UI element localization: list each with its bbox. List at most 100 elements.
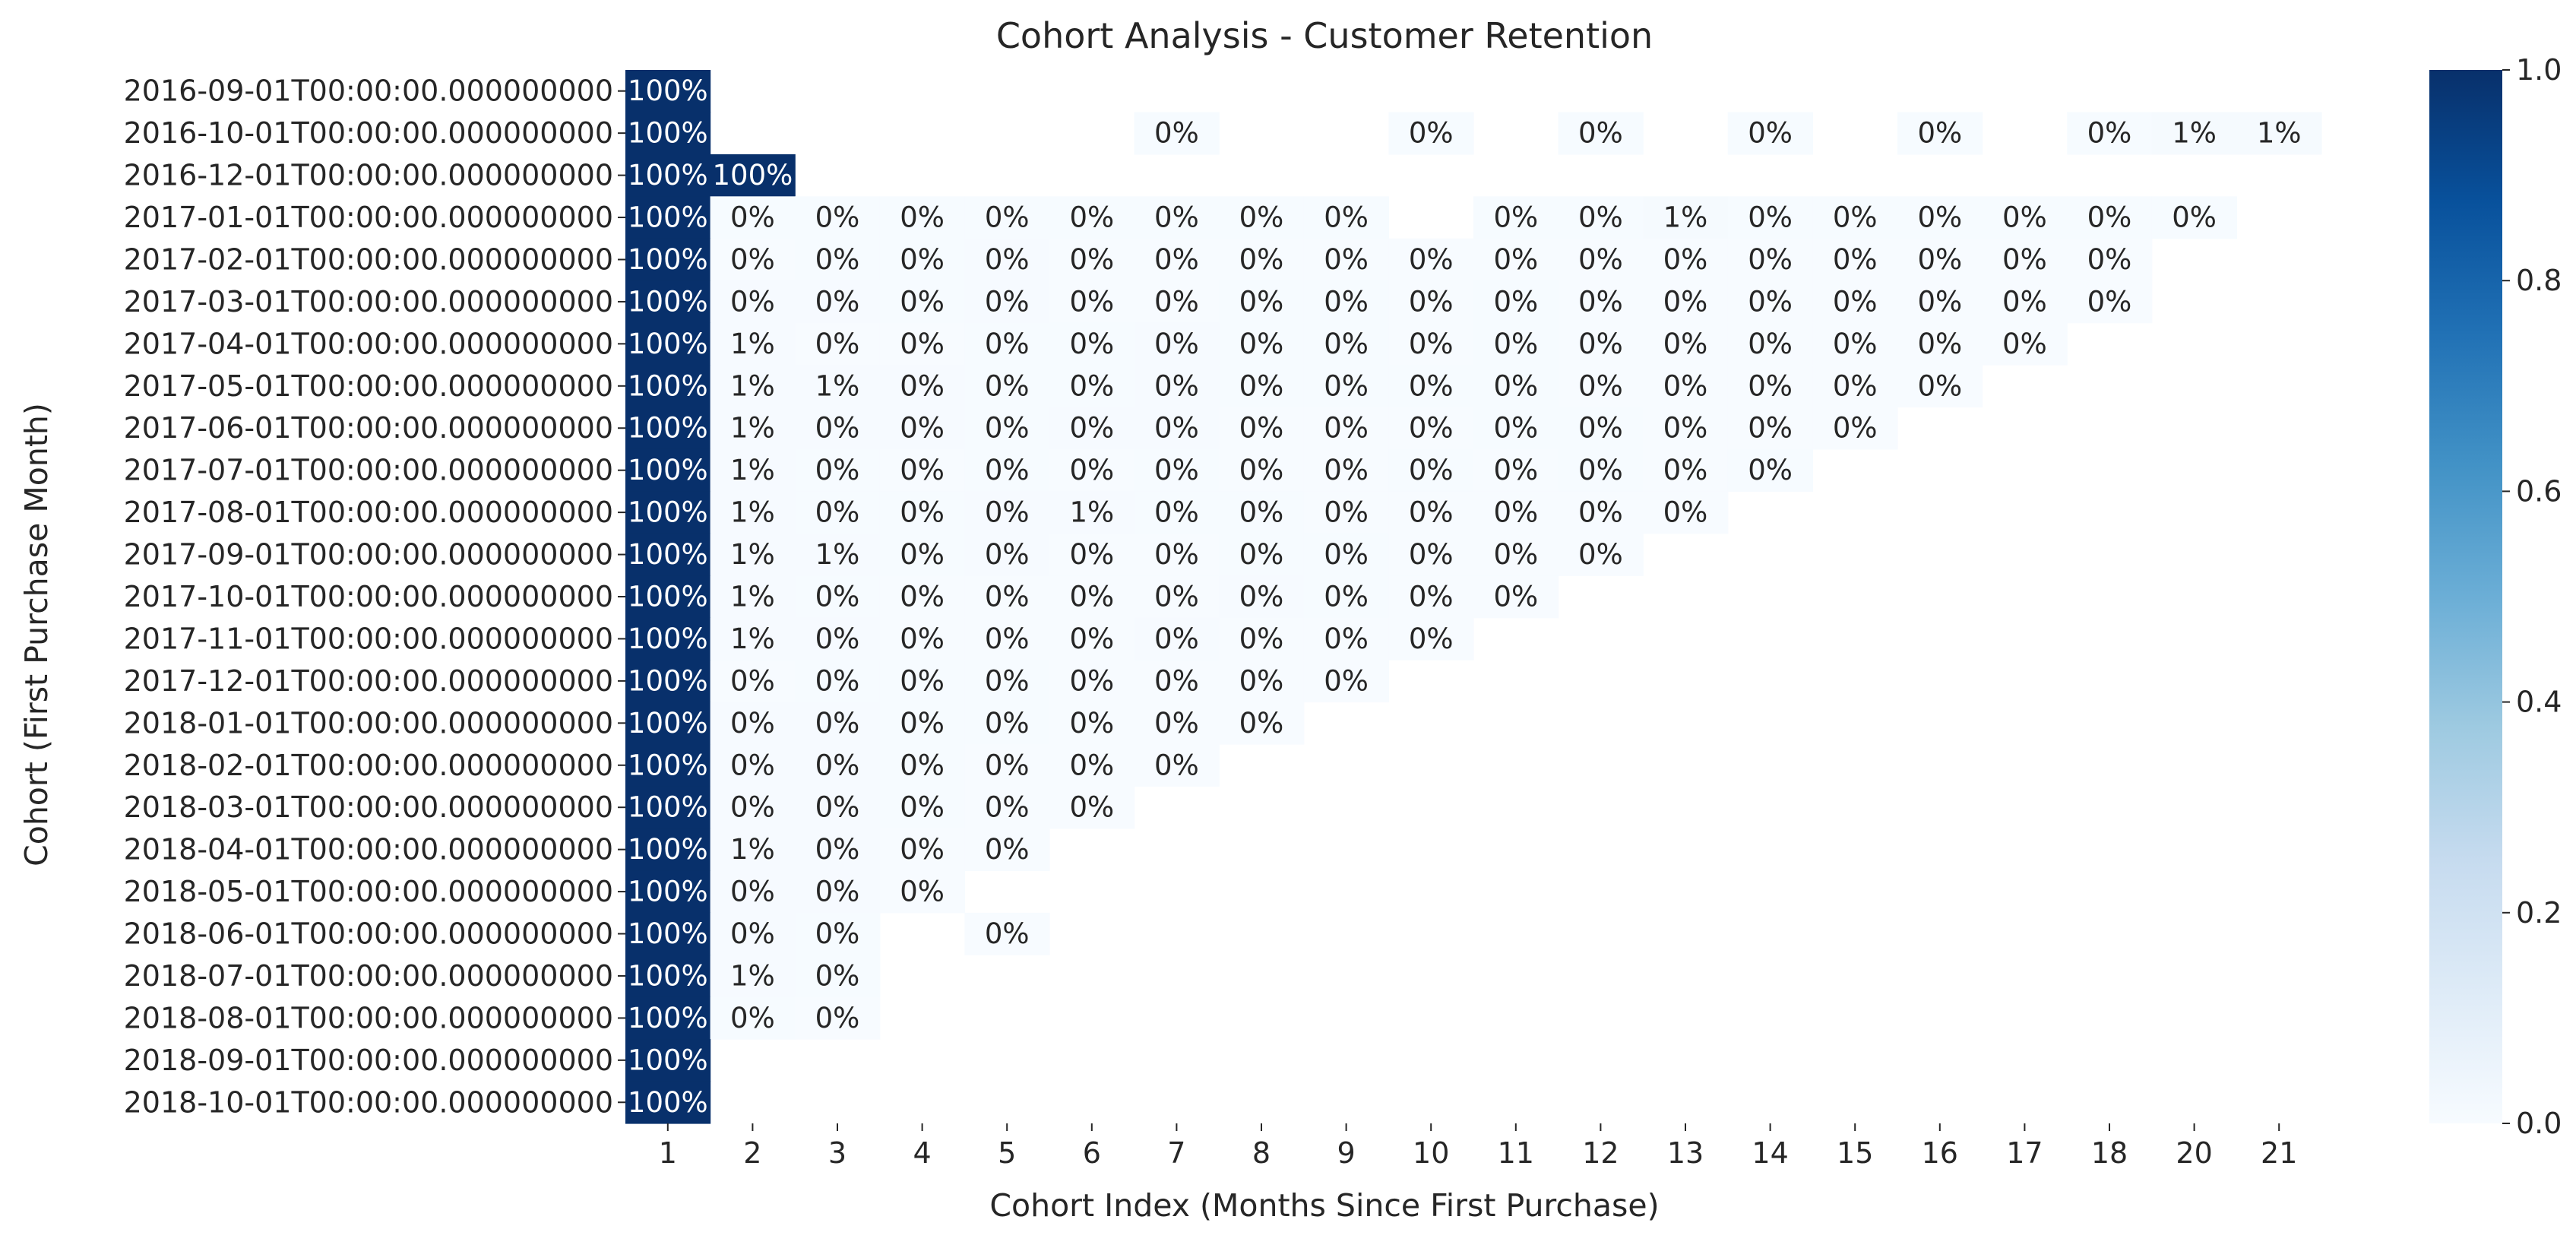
heatmap-cell bbox=[1049, 491, 1135, 534]
cell-value-label: 0% bbox=[815, 285, 860, 318]
heatmap-cell bbox=[879, 407, 965, 450]
cell-value-label: 1% bbox=[730, 496, 775, 529]
colorbar-tick-label: 0.2 bbox=[2516, 896, 2562, 930]
cell-value-label: 0% bbox=[1324, 328, 1369, 360]
heatmap-cell bbox=[2067, 280, 2153, 324]
cell-value-label: 0% bbox=[900, 622, 945, 655]
heatmap-cell bbox=[879, 448, 965, 492]
cell-value-label: 0% bbox=[1154, 707, 1199, 740]
heatmap-cell bbox=[879, 533, 965, 576]
cell-value-label: 0% bbox=[985, 412, 1030, 445]
chart-title: Cohort Analysis - Customer Retention bbox=[996, 15, 1653, 56]
cell-value-label: 0% bbox=[985, 328, 1030, 360]
y-tick-label: 2018-09-01T00:00:00.000000000 bbox=[124, 1044, 613, 1077]
heatmap-cell bbox=[1812, 407, 1898, 450]
cell-value-label: 0% bbox=[1409, 117, 1454, 150]
heatmap-cell bbox=[1473, 322, 1559, 366]
cell-value-label: 0% bbox=[985, 369, 1030, 402]
y-tick-label: 2017-12-01T00:00:00.000000000 bbox=[124, 664, 613, 698]
cell-value-label: 0% bbox=[985, 917, 1030, 950]
heatmap-cell bbox=[1049, 702, 1135, 745]
heatmap-cell bbox=[1219, 533, 1305, 576]
cell-value-label: 0% bbox=[1239, 581, 1284, 613]
cell-value-label: 1% bbox=[815, 538, 860, 571]
cell-value-label: 0% bbox=[815, 328, 860, 360]
heatmap-cell bbox=[710, 617, 796, 661]
cell-value-label: 0% bbox=[1069, 328, 1114, 360]
heatmap-cell bbox=[1388, 280, 1474, 324]
heatmap-cell bbox=[1558, 407, 1644, 450]
cell-value-label: 100% bbox=[628, 74, 708, 107]
cell-value-label: 0% bbox=[1748, 117, 1793, 150]
colorbar-tick-label: 1.0 bbox=[2516, 53, 2562, 87]
heatmap-cell bbox=[1388, 365, 1474, 408]
heatmap-cell bbox=[795, 828, 881, 871]
x-tick-label: 12 bbox=[1582, 1136, 1619, 1170]
heatmap-cell bbox=[1812, 196, 1898, 239]
cell-value-label: 1% bbox=[1069, 496, 1114, 529]
cell-value-label: 0% bbox=[1239, 496, 1284, 529]
heatmap-cell bbox=[1219, 448, 1305, 492]
heatmap-cell bbox=[795, 448, 881, 492]
cell-value-label: 100% bbox=[628, 454, 708, 486]
x-tick-label: 10 bbox=[1413, 1136, 1449, 1170]
heatmap-cell bbox=[1219, 407, 1305, 450]
heatmap-cell bbox=[625, 280, 711, 324]
heatmap-cell bbox=[1219, 491, 1305, 534]
colorbar-tick-labels: 0.0 0.2 0.4 0.6 0.8 1.0 bbox=[2502, 53, 2562, 1140]
heatmap-cell bbox=[1643, 238, 1729, 281]
x-tick-label: 17 bbox=[2006, 1136, 2043, 1170]
heatmap-cell bbox=[710, 575, 796, 619]
heatmap-cell bbox=[625, 828, 711, 871]
heatmap-cell bbox=[795, 238, 881, 281]
heatmap-cell bbox=[795, 702, 881, 745]
heatmap-cell bbox=[625, 238, 711, 281]
cell-value-label: 0% bbox=[815, 201, 860, 234]
heatmap-cell bbox=[964, 196, 1050, 239]
cell-value-label: 0% bbox=[815, 876, 860, 908]
heatmap-cell bbox=[1558, 448, 1644, 492]
cell-value-label: 0% bbox=[900, 285, 945, 318]
cell-value-label: 0% bbox=[1154, 538, 1199, 571]
heatmap-cell bbox=[964, 744, 1050, 787]
heatmap-cell bbox=[964, 322, 1050, 366]
heatmap-cell bbox=[625, 322, 711, 366]
heatmap-cell bbox=[1049, 660, 1135, 703]
heatmap-cell bbox=[1558, 533, 1644, 576]
heatmap-cell bbox=[879, 617, 965, 661]
cell-value-label: 0% bbox=[1748, 285, 1793, 318]
heatmap-cell bbox=[964, 912, 1050, 955]
heatmap-cell bbox=[879, 828, 965, 871]
heatmap-cell bbox=[1049, 407, 1135, 450]
cell-value-label: 0% bbox=[900, 707, 945, 740]
cell-value-label: 100% bbox=[628, 959, 708, 992]
y-tick-label: 2017-02-01T00:00:00.000000000 bbox=[124, 242, 613, 276]
cell-value-label: 0% bbox=[1154, 369, 1199, 402]
x-tick-label: 3 bbox=[828, 1136, 847, 1170]
heatmap-cell bbox=[2067, 196, 2153, 239]
cell-value-label: 0% bbox=[1069, 243, 1114, 276]
cell-value-label: 0% bbox=[1239, 412, 1284, 445]
heatmap-cell bbox=[1134, 702, 1220, 745]
cell-value-label: 0% bbox=[985, 201, 1030, 234]
x-tick-label: 7 bbox=[1167, 1136, 1185, 1170]
heatmap-cell bbox=[625, 575, 711, 619]
cell-value-label: 0% bbox=[1239, 201, 1284, 234]
cell-value-label: 0% bbox=[1154, 117, 1199, 150]
heatmap-cell bbox=[625, 617, 711, 661]
heatmap-cell bbox=[795, 491, 881, 534]
y-tick-label: 2018-10-01T00:00:00.000000000 bbox=[124, 1085, 613, 1119]
heatmap-cell bbox=[879, 744, 965, 787]
heatmap-cell bbox=[879, 322, 965, 366]
cell-value-label: 0% bbox=[1409, 538, 1454, 571]
heatmap-cell bbox=[1643, 322, 1729, 366]
heatmap-cell bbox=[964, 828, 1050, 871]
cell-value-label: 0% bbox=[1493, 201, 1538, 234]
heatmap-cell bbox=[1643, 196, 1729, 239]
colorbar bbox=[2429, 70, 2502, 1123]
heatmap-cell bbox=[879, 575, 965, 619]
cell-value-label: 0% bbox=[1239, 664, 1284, 697]
cell-value-label: 100% bbox=[628, 1086, 708, 1119]
heatmap-cell bbox=[795, 617, 881, 661]
cell-value-label: 0% bbox=[1069, 201, 1114, 234]
